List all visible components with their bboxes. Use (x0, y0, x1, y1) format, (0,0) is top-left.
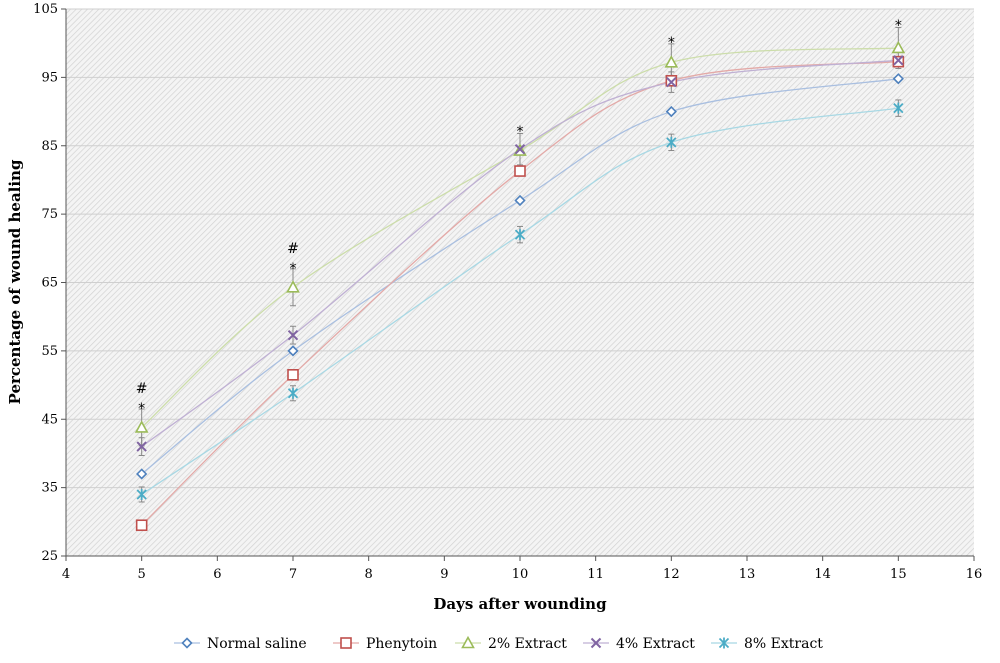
data-point (514, 165, 526, 177)
legend-item: 4% Extract (583, 636, 695, 652)
x-tick-label: 16 (966, 567, 983, 582)
y-tick-label: 25 (41, 549, 58, 564)
asterisk-annotation: * (290, 261, 297, 277)
asterisk-annotation: * (668, 35, 675, 51)
y-tick-label: 95 (41, 70, 58, 85)
data-point (891, 40, 906, 54)
asterisk-annotation: * (138, 401, 145, 417)
y-tick-label: 85 (41, 139, 58, 154)
y-tick-label: 65 (41, 276, 58, 291)
legend-item: Normal saline (174, 636, 307, 652)
legend-marker (590, 637, 602, 649)
legend-item: 8% Extract (711, 636, 823, 652)
data-point (135, 519, 148, 532)
hash-annotation: # (136, 381, 148, 397)
legend-marker (340, 637, 352, 649)
data-point (514, 194, 526, 207)
series-markers (134, 40, 906, 532)
y-tick-label: 75 (41, 207, 58, 222)
x-tick-label: 13 (739, 567, 756, 582)
data-point (287, 329, 299, 341)
y-tick-label: 55 (41, 344, 58, 359)
x-tick-label: 5 (138, 567, 146, 582)
y-tick-label: 45 (41, 412, 58, 427)
legend-item: Phenytoin (333, 636, 437, 652)
x-tick-label: 14 (814, 567, 831, 582)
x-tick-label: 9 (440, 567, 448, 582)
legend-marker (181, 637, 193, 649)
data-point (286, 280, 300, 293)
legend-label: 8% Extract (744, 636, 823, 652)
legend-marker (718, 637, 730, 649)
data-point (136, 468, 148, 480)
legend: Normal saline Phenytoin 2% Extract 4% Extra… (174, 635, 823, 652)
x-tick-label: 6 (213, 567, 221, 582)
asterisk-annotation: * (895, 18, 902, 34)
x-tick-label: 15 (890, 567, 907, 582)
y-tick-label: 35 (41, 481, 58, 496)
hash-annotation: # (287, 241, 299, 257)
x-tick-label: 10 (512, 567, 529, 582)
legend-label: Normal saline (207, 636, 307, 652)
data-point (664, 55, 679, 68)
data-point (287, 345, 299, 357)
data-point (666, 76, 677, 88)
axes (61, 8, 975, 561)
x-tick-label: 11 (587, 567, 604, 582)
asterisk-annotation: * (517, 124, 524, 140)
legend-label: 4% Extract (616, 636, 695, 652)
data-point (287, 387, 299, 399)
data-point (893, 55, 904, 66)
data-point (893, 102, 904, 114)
x-tick-label: 7 (289, 567, 297, 582)
data-point (514, 229, 526, 241)
legend-label: Phenytoin (366, 636, 437, 652)
data-point (892, 73, 904, 85)
data-point (136, 441, 147, 452)
x-tick-label: 8 (365, 567, 373, 582)
data-point (665, 105, 677, 118)
legend-label: 2% Extract (488, 636, 567, 652)
legend-item: 2% Extract (455, 635, 567, 652)
significance-annotations: * # * # * * * (136, 18, 902, 417)
data-point (134, 420, 149, 433)
data-point (136, 488, 147, 500)
legend-marker (461, 635, 475, 649)
y-tick-label: 105 (33, 2, 58, 17)
series-line-3 (141, 59, 899, 448)
data-point (287, 369, 299, 381)
x-tick-label: 12 (663, 567, 680, 582)
data-point (666, 136, 677, 148)
x-tick-label: 4 (62, 567, 70, 582)
y-axis-title: Percentage of wound healing (6, 159, 24, 404)
data-point (514, 143, 526, 155)
x-axis-title: Days after wounding (433, 595, 607, 613)
